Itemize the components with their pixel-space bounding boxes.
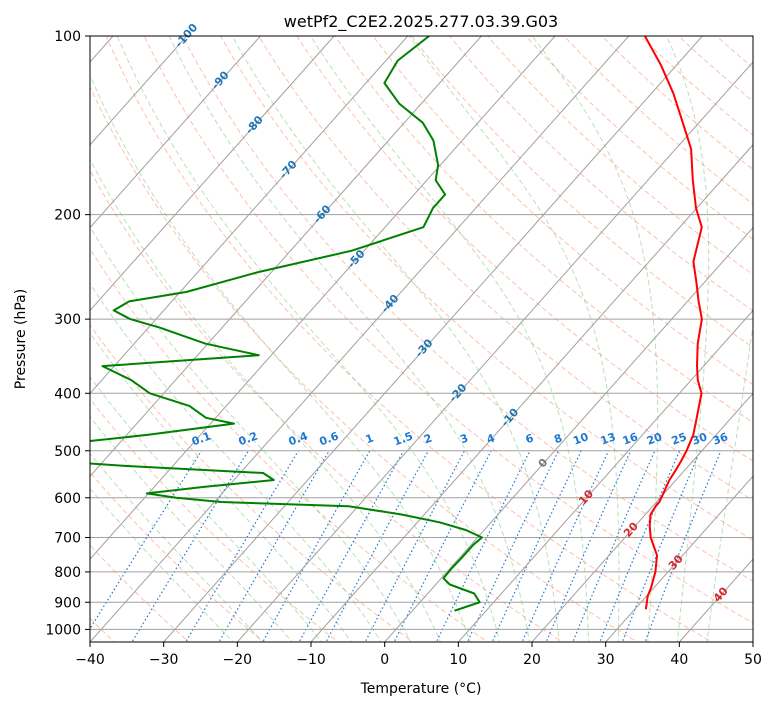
y-tick-label: 900 — [54, 595, 81, 611]
isotherm-line — [90, 36, 630, 642]
moist-adiabat — [90, 74, 471, 642]
mixing-ratio-label: 1.5 — [392, 429, 415, 448]
isotherm-line — [605, 475, 753, 642]
mixing-ratio-label: 10 — [571, 430, 590, 448]
mixing-ratio-line — [491, 450, 582, 642]
mixing-ratio-label: 0.1 — [190, 430, 213, 449]
isotherm-line — [90, 36, 188, 146]
isotherm-line — [90, 36, 261, 229]
isotherm-line — [457, 309, 753, 642]
x-tick-label: −10 — [296, 652, 326, 668]
isotherm-line — [310, 144, 753, 642]
y-tick-label: 300 — [54, 312, 81, 328]
x-tick-label: 20 — [523, 652, 541, 668]
dry-adiabat — [90, 323, 414, 642]
isotherm-line — [90, 36, 409, 395]
isotherm-line — [90, 36, 556, 560]
mixing-ratio-label: 36 — [711, 430, 730, 448]
isotherm-line — [384, 226, 753, 642]
isotherm-line — [90, 36, 335, 312]
y-tick-label: 100 — [54, 29, 81, 45]
dewpoint-line — [90, 36, 483, 612]
x-tick-label: −30 — [149, 652, 179, 668]
chart-title: wetPf2_C2E2.2025.277.03.39.G03 — [284, 12, 558, 32]
mixing-ratio-line — [218, 450, 330, 642]
mixing-ratio-label: 16 — [621, 430, 640, 448]
mixing-ratio-line — [185, 450, 299, 642]
dry-adiabat — [410, 36, 753, 349]
isotherm-line — [236, 61, 753, 642]
mixing-ratio-line — [466, 450, 560, 642]
moist-adiabat — [90, 158, 441, 642]
isotherm-line — [90, 36, 482, 478]
isotherm-line — [531, 392, 753, 642]
mixing-ratio-label: 20 — [645, 430, 664, 448]
data-series — [90, 36, 703, 612]
x-tick-label: −40 — [75, 652, 105, 668]
mixing-ratio-label: 13 — [599, 430, 618, 447]
dry-adiabat — [258, 36, 753, 501]
mixing-ratio-label: 4 — [485, 431, 497, 446]
y-tick-label: 700 — [54, 531, 81, 547]
mixing-ratio-line — [621, 450, 701, 642]
mixing-ratio-label: 30 — [690, 430, 709, 448]
mixing-ratio-line — [325, 450, 429, 642]
mixing-ratio-label: 1 — [364, 432, 376, 447]
mixing-ratio-label: 6 — [524, 431, 536, 446]
dry-adiabat — [372, 36, 753, 386]
mixing-ratio-label: 2 — [422, 432, 434, 447]
x-tick-label: 0 — [380, 652, 389, 668]
temperature-line — [644, 36, 703, 610]
x-tick-label: 50 — [744, 652, 762, 668]
mixing-ratio-line — [90, 450, 203, 630]
y-tick-label: 800 — [54, 565, 81, 581]
mixing-ratio-label: 25 — [670, 430, 689, 447]
mixing-ratio-label: 0.4 — [287, 429, 310, 448]
dry-adiabat — [219, 36, 753, 541]
y-tick-label: 500 — [54, 444, 81, 460]
mixing-ratio-line — [131, 450, 249, 642]
x-axis: −40 −30 −20 −10 0 10 20 30 40 50 — [75, 642, 762, 668]
plot-frame — [89, 35, 754, 643]
x-tick-label: 10 — [449, 652, 467, 668]
x-tick-label: 30 — [597, 652, 615, 668]
y-tick-label: 1000 — [45, 622, 81, 638]
y-axis: 100 200 300 400 500 600 700 800 900 1000 — [45, 29, 90, 638]
dry-adiabat — [181, 36, 753, 582]
mixing-ratio-line — [393, 450, 492, 642]
x-axis-label: Temperature (°C) — [360, 681, 482, 697]
dry-adiabat — [296, 36, 753, 462]
background-lines — [90, 36, 753, 642]
mixing-ratio-label: 3 — [458, 432, 470, 447]
mixing-ratio-line — [599, 450, 681, 642]
y-tick-label: 200 — [54, 208, 81, 224]
mixing-ratio-label: 8 — [552, 432, 564, 447]
x-tick-label: 40 — [670, 652, 688, 668]
y-tick-label: 400 — [54, 386, 81, 402]
x-tick-label: −20 — [223, 652, 253, 668]
y-axis-label: Pressure (hPa) — [13, 289, 29, 389]
y-tick-label: 600 — [54, 491, 81, 507]
mixing-ratio-label: 0.2 — [237, 429, 260, 448]
isotherm-line — [163, 36, 703, 642]
mixing-ratio-label: 0.6 — [318, 429, 341, 448]
dry-adiabat — [90, 86, 638, 642]
